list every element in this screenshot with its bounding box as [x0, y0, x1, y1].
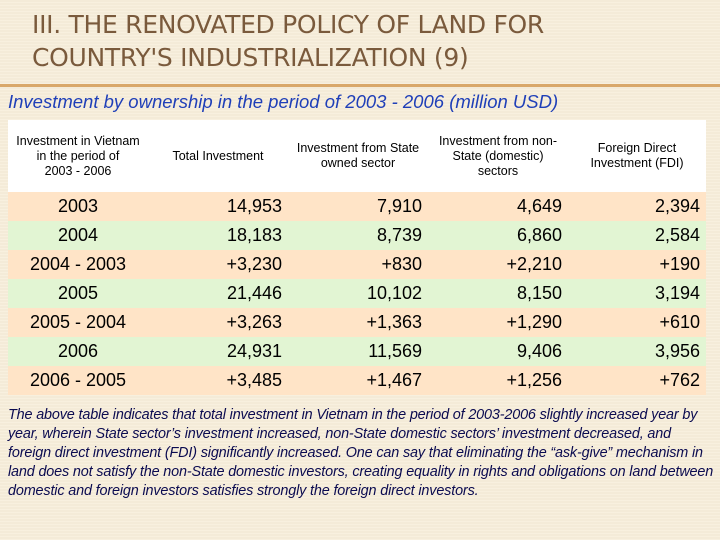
nonstate-value: 9,406 [428, 337, 568, 366]
header-non-state: Investment from non-State (domestic) sec… [428, 120, 568, 192]
row-label: 2004 - 2003 [8, 250, 148, 279]
fdi-value: 2,394 [568, 192, 706, 221]
total-value: +3,230 [148, 250, 288, 279]
total-value: 24,931 [148, 337, 288, 366]
title-divider [0, 84, 720, 87]
header-period: Investment in Vietnam in the period of 2… [8, 120, 148, 192]
header-total-investment: Total Investment [148, 120, 288, 192]
state-value: +1,467 [288, 366, 428, 395]
nonstate-value: +1,290 [428, 308, 568, 337]
investment-table-container: Investment in Vietnam in the period of 2… [8, 120, 706, 395]
total-value: +3,485 [148, 366, 288, 395]
row-label: 2003 [8, 192, 148, 221]
state-value: +830 [288, 250, 428, 279]
table-subtitle: Investment by ownership in the period of… [8, 91, 559, 112]
table-row: 2005 - 2004 +3,263 +1,363 +1,290 +610 [8, 308, 706, 337]
table-row: 2006 - 2005 +3,485 +1,467 +1,256 +762 [8, 366, 706, 395]
total-value: +3,263 [148, 308, 288, 337]
fdi-value: 3,956 [568, 337, 706, 366]
header-period-range: 2003 - 2006 [44, 163, 112, 178]
investment-table: Investment in Vietnam in the period of 2… [8, 120, 706, 395]
row-label: 2006 [8, 337, 148, 366]
header-period-label: Investment in Vietnam in the period of [16, 133, 140, 163]
slide-title: III. THE RENOVATED POLICY OF LAND FOR CO… [32, 10, 544, 72]
table-row: 2004 - 2003 +3,230 +830 +2,210 +190 [8, 250, 706, 279]
state-value: 10,102 [288, 279, 428, 308]
state-value: 8,739 [288, 221, 428, 250]
state-value: +1,363 [288, 308, 428, 337]
total-value: 21,446 [148, 279, 288, 308]
nonstate-value: 4,649 [428, 192, 568, 221]
total-value: 18,183 [148, 221, 288, 250]
fdi-value: 3,194 [568, 279, 706, 308]
table-header-row: Investment in Vietnam in the period of 2… [8, 120, 706, 192]
fdi-value: 2,584 [568, 221, 706, 250]
nonstate-value: 8,150 [428, 279, 568, 308]
nonstate-value: 6,860 [428, 221, 568, 250]
row-label: 2006 - 2005 [8, 366, 148, 395]
nonstate-value: +2,210 [428, 250, 568, 279]
table-row: 2006 24,931 11,569 9,406 3,956 [8, 337, 706, 366]
row-label: 2005 [8, 279, 148, 308]
table-row: 2004 18,183 8,739 6,860 2,584 [8, 221, 706, 250]
row-label: 2005 - 2004 [8, 308, 148, 337]
header-fdi: Foreign Direct Investment (FDI) [568, 120, 706, 192]
nonstate-value: +1,256 [428, 366, 568, 395]
fdi-value: +610 [568, 308, 706, 337]
row-label: 2004 [8, 221, 148, 250]
state-value: 11,569 [288, 337, 428, 366]
table-row: 2005 21,446 10,102 8,150 3,194 [8, 279, 706, 308]
header-state-owned: Investment from State owned sector [288, 120, 428, 192]
fdi-value: +190 [568, 250, 706, 279]
table-row: 2003 14,953 7,910 4,649 2,394 [8, 192, 706, 221]
state-value: 7,910 [288, 192, 428, 221]
fdi-value: +762 [568, 366, 706, 395]
total-value: 14,953 [148, 192, 288, 221]
analysis-paragraph: The above table indicates that total inv… [8, 407, 714, 499]
